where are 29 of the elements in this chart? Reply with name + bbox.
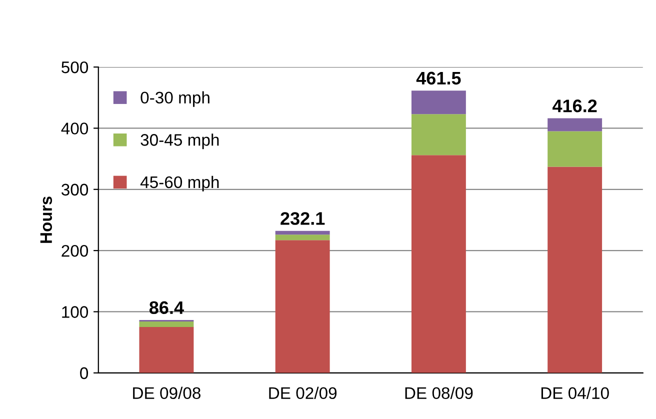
y-tick-label: 400	[61, 122, 88, 134]
legend-label: 0-30 mph	[140, 91, 210, 107]
total-label: 461.5	[416, 72, 461, 85]
bar	[411, 155, 466, 373]
legend-label: 45-60 mph	[140, 176, 219, 192]
x-tick-label: DE 09/08	[133, 386, 200, 400]
x-tick-label: DE 04/10	[541, 386, 609, 400]
total-label: 416.2	[552, 100, 597, 112]
total-label: 86.4	[149, 301, 184, 314]
y-tick-label: 300	[62, 184, 88, 196]
bar	[548, 131, 602, 167]
bar	[139, 322, 194, 328]
bar	[548, 166, 602, 373]
bar	[275, 240, 330, 373]
y-tick-label: 200	[62, 244, 88, 257]
y-tick-label: 100	[62, 306, 88, 318]
total-label: 232.1	[280, 212, 325, 225]
y-axis-title: Hours	[40, 196, 52, 243]
bar	[548, 118, 602, 132]
x-tick-label: DE 08/09	[405, 386, 473, 400]
y-tick-label: 0	[80, 367, 88, 380]
bar	[275, 234, 330, 240]
bar	[411, 114, 466, 156]
bar	[411, 90, 466, 114]
bar	[275, 230, 330, 235]
bar	[139, 327, 194, 373]
legend-label: 30-45 mph	[140, 134, 219, 150]
x-tick-label: DE 02/09	[269, 386, 337, 400]
y-tick-label: 500	[62, 61, 88, 74]
